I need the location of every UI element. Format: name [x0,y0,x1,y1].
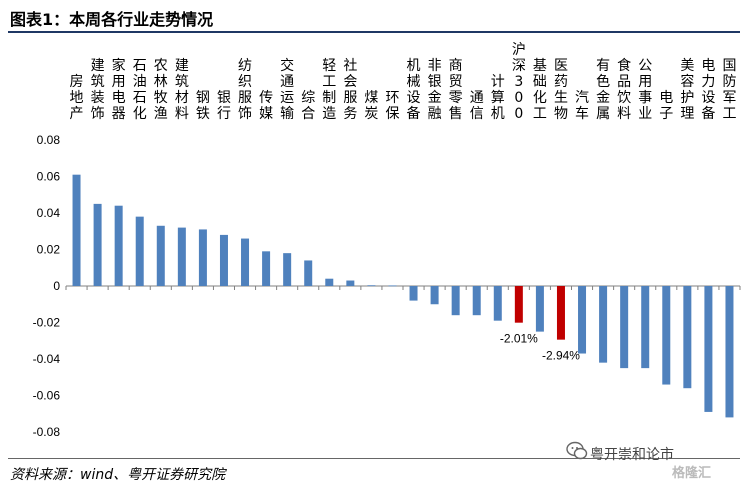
data-label: -2.94% [542,349,580,363]
category-label: 农林牧渔 [154,58,168,122]
bar-基础化工 [535,286,544,332]
y-tick-label: -0.02 [33,316,61,330]
bar-电子 [662,286,671,385]
category-label: 国防军工 [722,58,736,122]
bar-农林牧渔 [156,225,165,286]
category-label: 轻工制造 [322,58,336,122]
bar-环保 [388,285,397,287]
category-label: 美容护理 [680,58,694,122]
category-label: 商贸零售 [449,58,463,122]
category-label: 房地产 [70,74,84,122]
category-label: 电子 [659,90,673,122]
bar-银行 [219,234,228,286]
category-label: 建筑材料 [175,58,189,122]
y-tick-label: -0.08 [33,425,61,439]
bar-有色金属 [599,286,608,363]
category-label: 建筑装饰 [91,58,105,122]
bar-轻工制造 [325,278,334,286]
bar-煤炭 [367,285,376,287]
category-label: 有色金属 [596,58,610,122]
bar-家用电器 [114,205,123,286]
bar-汽车 [578,286,587,354]
bar-石油石化 [135,216,144,286]
category-label: 纺织服饰 [238,58,252,122]
y-tick-label: -0.04 [33,352,61,366]
category-label: 家用电器 [112,57,126,122]
category-label: 食品饮料 [617,57,631,122]
bar-钢铁 [198,229,207,286]
wechat-icon [566,441,588,460]
category-label: 传媒 [259,90,273,122]
y-tick-label: 0.02 [37,243,61,257]
bottom-rule [8,458,740,459]
bar-建筑材料 [177,227,186,286]
bar-传媒 [262,251,271,286]
bar-非银金融 [430,286,439,305]
bar-公用事业 [641,286,650,369]
y-tick-label: 0 [53,279,60,293]
bar-社会服务 [346,280,355,286]
y-tick-label: 0.06 [37,170,61,184]
bar-交通运输 [283,253,292,286]
bar-商贸零售 [451,286,460,316]
category-label: 交通运输 [280,57,294,122]
category-label: 医药生物 [554,58,568,122]
category-label: 汽车 [575,90,589,122]
category-label: 沪深 3 0 0 [512,42,526,122]
bar-机械设备 [409,286,418,301]
category-label: 综合 [301,90,315,122]
category-label: 机械设备 [407,58,421,122]
bar-美容护理 [683,286,692,389]
bar-综合 [304,260,313,286]
y-tick-label: 0.08 [37,133,61,147]
bar-计算机 [493,286,502,321]
bar-通信 [472,286,481,316]
category-label: 电力设备 [701,58,715,122]
watermark-logo: 格隆汇 [672,466,712,481]
y-tick-label: 0.04 [37,206,61,220]
category-label: 通信 [470,90,484,122]
category-label: 基础化工 [533,57,547,122]
category-label: 计算机 [491,74,505,122]
bar-食品饮料 [620,286,629,369]
watermark-text: 粤开崇和论市 [590,447,674,463]
figure-title: 图表1：本周各行业走势情况 [10,10,214,29]
category-label: 公用事业 [638,58,652,122]
category-label: 银行 [217,90,231,122]
bar-国防军工 [725,286,734,418]
bar-电力设备 [704,286,713,412]
category-label: 非银金融 [428,58,442,122]
bar-沪深300 [514,286,523,323]
category-label: 钢铁 [196,90,210,122]
category-label: 煤炭 [364,90,378,122]
bar-纺织服饰 [241,238,250,286]
bar-医药生物 [556,286,565,340]
y-tick-label: -0.06 [33,389,61,403]
bar-房地产 [72,174,81,286]
bar-建筑装饰 [93,203,102,286]
category-label: 环保 [385,90,399,122]
title-rule [8,31,740,33]
data-label: -2.01% [500,332,538,346]
category-label: 社会服务 [343,58,357,122]
source-note: 资料来源：wind、粤开证券研究院 [10,467,226,483]
category-label: 石油石化 [133,58,147,122]
